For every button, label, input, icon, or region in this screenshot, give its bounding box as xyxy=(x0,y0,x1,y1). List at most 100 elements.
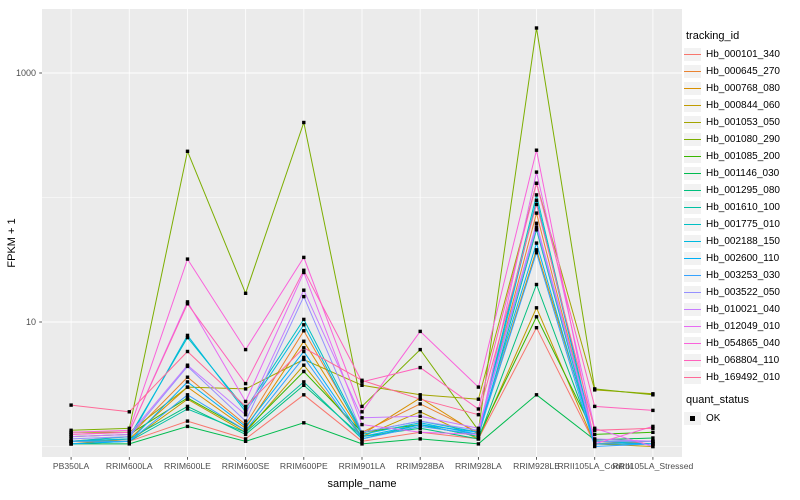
x-tick-label: RRII105LA_Control xyxy=(557,461,632,471)
data-point xyxy=(418,437,422,441)
data-point xyxy=(534,198,539,202)
x-tick-label: RRIM600PE xyxy=(280,461,328,471)
legend-item-label: Hb_002600_110 xyxy=(706,253,780,264)
data-point xyxy=(418,365,422,370)
legend-key xyxy=(684,167,701,180)
x-tick-label: RRIM928LE xyxy=(513,461,560,471)
black-square-point-icon xyxy=(690,416,695,421)
data-point xyxy=(476,385,481,389)
legend: tracking_id Hb_000101_340 Hb_000645_270 Hb… xyxy=(684,30,798,429)
legend-item-label: Hb_001085_200 xyxy=(706,151,780,162)
data-point xyxy=(534,306,539,310)
data-point xyxy=(476,432,481,437)
data-point xyxy=(185,407,190,411)
legend-key xyxy=(684,150,701,163)
legend-key xyxy=(684,286,701,299)
data-point xyxy=(418,426,422,430)
data-point xyxy=(534,315,539,319)
legend-item-label: OK xyxy=(706,413,721,424)
data-point xyxy=(476,397,481,401)
data-point xyxy=(534,225,539,229)
line-swatch-icon xyxy=(684,360,701,361)
data-point xyxy=(127,426,131,430)
line-swatch-icon xyxy=(684,326,701,327)
legend-item-Hb_003522_050: Hb_003522_050 xyxy=(684,286,798,299)
y-tick-label: 1000 xyxy=(16,68,36,78)
data-point xyxy=(476,430,481,434)
legend-item-label: Hb_000101_340 xyxy=(706,49,780,60)
y-axis-title: FPKM + 1 xyxy=(6,218,18,267)
data-point xyxy=(651,442,655,446)
legend-key xyxy=(684,201,701,214)
data-point xyxy=(302,383,306,387)
legend-item-Hb_001610_100: Hb_001610_100 xyxy=(684,201,798,214)
data-point xyxy=(243,432,248,437)
legend-key xyxy=(684,218,701,231)
data-point xyxy=(593,426,597,430)
legend-item-Hb_054865_040: Hb_054865_040 xyxy=(684,337,798,350)
data-point xyxy=(593,442,597,446)
data-point xyxy=(360,439,364,443)
data-point xyxy=(651,444,655,449)
data-point xyxy=(418,393,422,397)
data-point xyxy=(534,282,539,287)
data-point xyxy=(185,363,190,367)
data-point xyxy=(360,434,364,439)
data-point xyxy=(69,403,73,407)
legend-key xyxy=(684,99,701,112)
legend-item-label: Hb_001295_080 xyxy=(706,185,780,196)
line-swatch-icon xyxy=(684,343,701,344)
data-point xyxy=(534,193,539,197)
data-point xyxy=(185,393,190,397)
legend-title-quant-status: quant_status xyxy=(686,394,749,406)
data-point xyxy=(302,393,306,397)
data-point xyxy=(302,369,306,374)
data-point xyxy=(243,426,248,430)
data-point xyxy=(243,407,248,411)
data-point xyxy=(302,317,306,322)
legend-item-Hb_001775_010: Hb_001775_010 xyxy=(684,218,798,231)
line-swatch-icon xyxy=(684,275,701,276)
data-point xyxy=(534,393,539,397)
data-point xyxy=(69,432,73,437)
legend-item-Hb_001295_080: Hb_001295_080 xyxy=(684,184,798,197)
legend-item-label: Hb_000844_060 xyxy=(706,100,780,111)
data-point xyxy=(360,416,364,420)
data-point xyxy=(360,404,364,409)
legend-key xyxy=(684,184,701,197)
legend-item-ok: OK xyxy=(684,412,798,425)
legend-title-tracking-id: tracking_id xyxy=(686,30,740,42)
data-point xyxy=(302,380,306,384)
data-point xyxy=(534,202,539,207)
legend-key xyxy=(684,235,701,248)
data-point xyxy=(476,437,481,441)
data-point xyxy=(360,437,364,441)
data-point xyxy=(534,241,539,245)
data-point xyxy=(185,257,190,261)
legend-item-Hb_000101_340: Hb_000101_340 xyxy=(684,48,798,61)
data-point xyxy=(360,430,364,434)
data-point xyxy=(185,385,190,389)
line-swatch-icon xyxy=(684,54,701,55)
data-point xyxy=(243,410,248,414)
legend-item-Hb_002188_150: Hb_002188_150 xyxy=(684,235,798,248)
legend-key xyxy=(684,252,701,265)
legend-key xyxy=(684,65,701,78)
data-point xyxy=(69,439,73,443)
data-point xyxy=(593,437,597,441)
data-point xyxy=(243,399,248,404)
legend-key xyxy=(684,303,701,316)
legend-item-label: Hb_003522_050 xyxy=(706,287,780,298)
data-point xyxy=(418,402,422,406)
line-swatch-icon xyxy=(684,156,701,157)
legend-key xyxy=(684,320,701,333)
legend-item-label: Hb_001610_100 xyxy=(706,202,780,213)
x-tick-label: RRII105LA_Stressed xyxy=(613,461,694,471)
line-swatch-icon xyxy=(684,207,701,208)
legend-item-Hb_012049_010: Hb_012049_010 xyxy=(684,320,798,333)
data-point xyxy=(302,346,306,350)
data-point xyxy=(69,437,73,441)
legend-item-label: Hb_000645_270 xyxy=(706,66,780,77)
data-point xyxy=(69,430,73,434)
